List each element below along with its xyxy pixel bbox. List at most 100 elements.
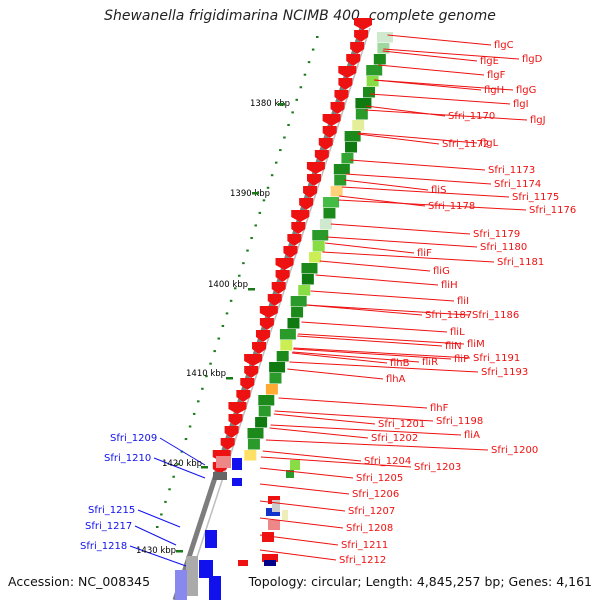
leader-line: [301, 321, 448, 333]
gc-segment: [269, 373, 282, 384]
gene-label: Sfri_1191: [473, 353, 520, 364]
gene-label: Sfri_1207: [348, 506, 395, 517]
gc-segment: [323, 208, 336, 219]
leader-line: [259, 467, 354, 479]
gene-block: [175, 570, 187, 600]
gene-label: flgC: [494, 40, 514, 51]
gene-block: [262, 554, 278, 562]
leader-line: [269, 427, 369, 439]
gc-segment: [345, 142, 358, 153]
gc-segment: [355, 109, 368, 120]
leader-line: [287, 368, 384, 380]
leader-line: [383, 48, 520, 60]
leader-line: [259, 483, 350, 495]
leader-line: [310, 290, 455, 302]
gene-label: Sfri_1180: [480, 242, 527, 253]
gc-segment: [291, 307, 304, 318]
forward-gene-arrow: [236, 390, 251, 402]
forward-gene-arrow: [306, 162, 325, 174]
gene-block: [232, 458, 242, 470]
gene-label: fliA: [464, 430, 480, 441]
gene-block: [232, 478, 242, 486]
gene-label: flgD: [522, 54, 543, 65]
arc-dot: [217, 337, 221, 340]
gc-content-band: [244, 32, 393, 461]
gene-label: Sfri_1202: [371, 433, 418, 444]
leader-line: [270, 424, 462, 436]
gene-label: flgF: [487, 70, 506, 81]
leader-line: [293, 347, 471, 359]
forward-gene-arrow: [350, 42, 365, 54]
gene-label: fliH: [441, 280, 458, 291]
arc-dot: [254, 224, 257, 227]
kbp-tick: [248, 288, 255, 291]
forward-gene-arrow: [354, 18, 372, 30]
gene-label: Sfri_1187: [425, 310, 472, 321]
leader-line: [259, 549, 337, 561]
gene-block: [290, 460, 300, 470]
leader-line: [274, 410, 434, 422]
gene-block: [199, 560, 213, 578]
forward-gene-arrow: [291, 210, 310, 222]
gene-block: [272, 500, 280, 512]
kbp-tick-label: 1400 kbp: [208, 280, 248, 290]
forward-gene-arrow: [267, 294, 282, 306]
leader-line: [259, 500, 346, 512]
accession-text: Accession: NC_008345: [8, 574, 151, 589]
leader-line: [343, 179, 429, 191]
arc-dot: [295, 98, 298, 101]
leader-line: [387, 34, 492, 46]
gc-segment: [377, 32, 393, 43]
kbp-tick: [201, 466, 208, 469]
arc-dot: [156, 526, 159, 528]
gene-block: [264, 560, 276, 566]
gene-label: fliG: [433, 266, 450, 277]
gc-segment: [330, 186, 343, 197]
arc-dot: [164, 500, 167, 503]
arc-dot: [229, 299, 233, 302]
arc-dot: [311, 48, 315, 51]
gene-label: flgH: [484, 85, 504, 96]
leader-line: [129, 545, 187, 567]
arc-dot: [303, 73, 307, 76]
gene-label: flgG: [516, 85, 536, 96]
forward-gene-arrow: [303, 186, 318, 198]
gene-label: Sfri_1179: [473, 229, 520, 240]
leader-line: [259, 517, 344, 529]
gc-segment: [247, 428, 264, 439]
forward-gene-arrow: [314, 150, 329, 162]
gc-segment: [363, 87, 376, 98]
forward-gene-arrow: [322, 126, 337, 138]
leader-line: [315, 274, 439, 286]
leader-line: [278, 397, 428, 409]
gc-segment: [265, 384, 278, 395]
gene-label: Sfri_1200: [491, 445, 538, 456]
forward-gene-arrow: [338, 66, 357, 78]
leader-line: [345, 173, 492, 185]
right-gene-labels: flgCflgDflgEflgFflgHflgGflgISfri_1170flg…: [259, 34, 576, 566]
arc-dot: [233, 287, 237, 290]
forward-gene-arrow: [322, 114, 341, 126]
gene-label: Sfri_1176: [529, 205, 576, 216]
kbp-tick-label: 1410 kbp: [186, 369, 226, 379]
leader-line: [289, 361, 479, 373]
leader-line: [297, 333, 465, 345]
gene-block: [268, 520, 280, 530]
leader-line: [262, 450, 362, 462]
map-title: Shewanella frigidimarina NCIMB 400, comp…: [104, 8, 496, 24]
arc-dot: [176, 463, 180, 466]
arc-dot: [266, 186, 270, 189]
gene-label: fliF: [417, 248, 432, 259]
gc-segment: [258, 395, 275, 406]
arc-dot: [168, 488, 171, 491]
gene-block: [262, 532, 274, 542]
kbp-tick: [278, 103, 285, 106]
gene-label: Sfri_1174: [494, 179, 541, 190]
arc-dot: [160, 513, 163, 516]
gene-label: fliP: [454, 354, 469, 365]
arc-dot: [307, 61, 311, 64]
gene-label: Sfri_1193: [481, 367, 528, 378]
arc-dot: [242, 262, 245, 265]
gc-segment: [373, 54, 386, 65]
